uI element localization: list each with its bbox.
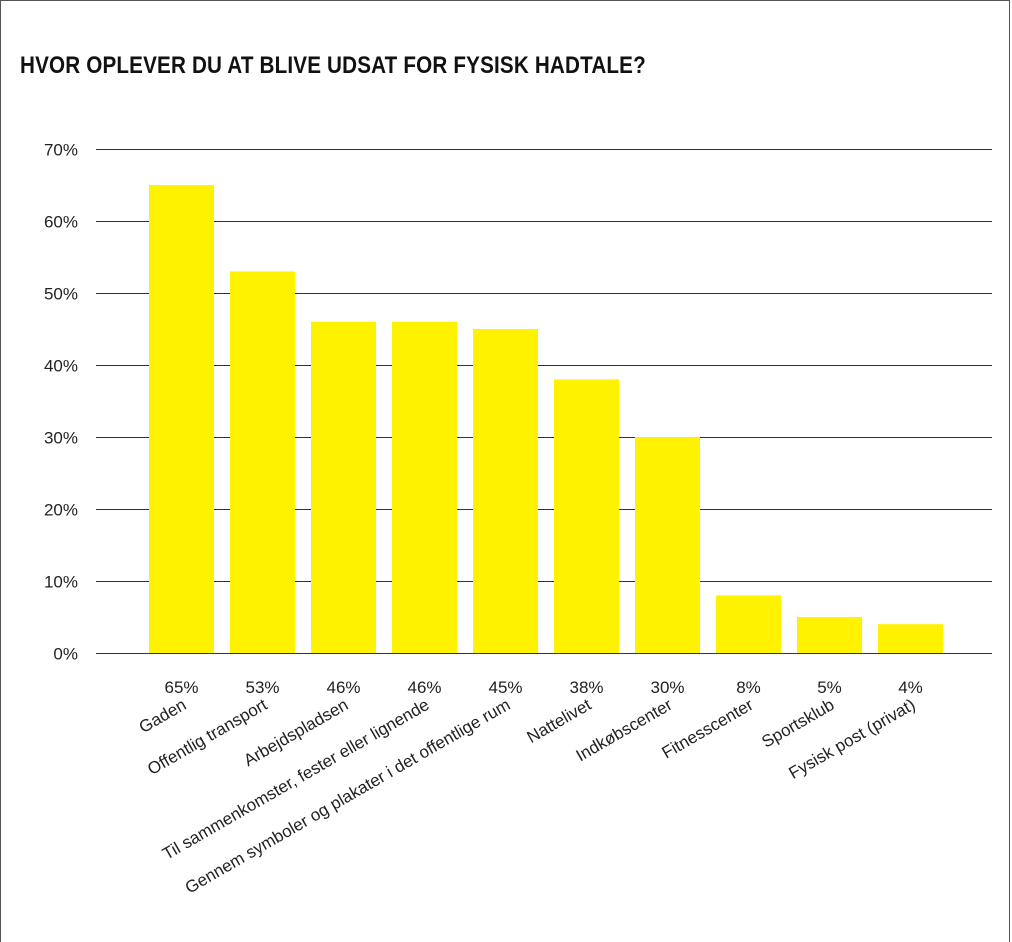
chart-title: HVOR OPLEVER DU AT BLIVE UDSAT FOR FYSIS… [20,52,646,79]
category-label: Nattelivet [524,695,595,747]
value-label: 46% [407,678,441,697]
value-label: 53% [245,678,279,697]
y-tick-label: 70% [44,141,78,160]
value-label: 38% [569,678,603,697]
value-label: 30% [650,678,684,697]
value-label: 4% [898,678,923,697]
bar [392,321,457,653]
bar [635,437,700,653]
bar [473,329,538,653]
bar [149,185,214,653]
value-label: 46% [326,678,360,697]
category-label: Gaden [136,695,190,737]
value-label: 8% [736,678,761,697]
y-tick-label: 30% [44,429,78,448]
y-axis-tick-labels: 0% 10% 20% 30% 40% 50% 60% 70% [44,141,78,664]
bar [797,617,862,653]
y-tick-label: 50% [44,285,78,304]
y-tick-label: 20% [44,501,78,520]
bars [149,185,943,653]
value-labels: 65% 53% 46% 46% 45% 38% 30% 8% 5% 4% [164,678,922,697]
bar [311,321,376,653]
bar [716,595,781,653]
bar [554,379,619,653]
y-tick-label: 40% [44,357,78,376]
value-label: 45% [488,678,522,697]
category-label: Fitnesscenter [659,695,757,763]
bar [230,271,295,653]
bar [878,624,943,653]
y-tick-label: 0% [53,645,78,664]
y-tick-label: 10% [44,573,78,592]
value-label: 65% [164,678,198,697]
value-label: 5% [817,678,842,697]
y-tick-label: 60% [44,213,78,232]
